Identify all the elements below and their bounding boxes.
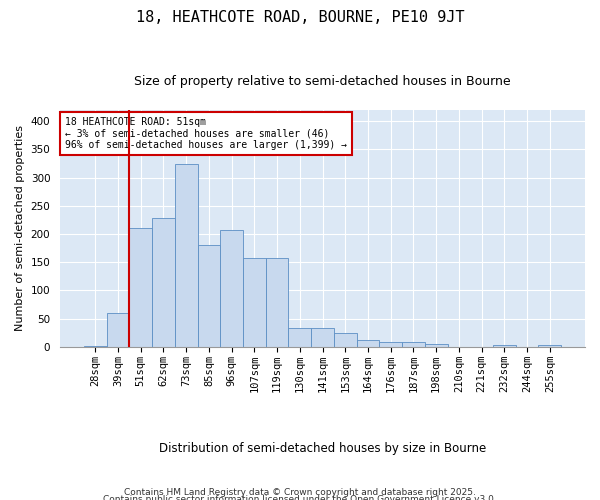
Bar — [356, 340, 379, 347]
Bar — [425, 344, 448, 347]
Bar — [266, 258, 289, 347]
Text: Contains public sector information licensed under the Open Government Licence v3: Contains public sector information licen… — [103, 496, 497, 500]
Bar — [379, 342, 402, 347]
Bar — [334, 333, 356, 347]
Text: 18, HEATHCOTE ROAD, BOURNE, PE10 9JT: 18, HEATHCOTE ROAD, BOURNE, PE10 9JT — [136, 10, 464, 25]
Text: Contains HM Land Registry data © Crown copyright and database right 2025.: Contains HM Land Registry data © Crown c… — [124, 488, 476, 497]
Y-axis label: Number of semi-detached properties: Number of semi-detached properties — [15, 126, 25, 332]
Bar — [220, 230, 243, 347]
Bar — [289, 328, 311, 347]
Bar — [107, 313, 130, 347]
Bar — [311, 328, 334, 347]
Text: 18 HEATHCOTE ROAD: 51sqm
← 3% of semi-detached houses are smaller (46)
96% of se: 18 HEATHCOTE ROAD: 51sqm ← 3% of semi-de… — [65, 117, 347, 150]
X-axis label: Distribution of semi-detached houses by size in Bourne: Distribution of semi-detached houses by … — [159, 442, 486, 455]
Bar — [493, 344, 515, 347]
Bar — [175, 164, 197, 347]
Bar — [538, 345, 561, 347]
Bar — [130, 228, 152, 347]
Bar — [197, 246, 220, 347]
Bar — [243, 258, 266, 347]
Bar — [152, 218, 175, 347]
Bar — [84, 346, 107, 347]
Title: Size of property relative to semi-detached houses in Bourne: Size of property relative to semi-detach… — [134, 75, 511, 88]
Bar — [402, 342, 425, 347]
